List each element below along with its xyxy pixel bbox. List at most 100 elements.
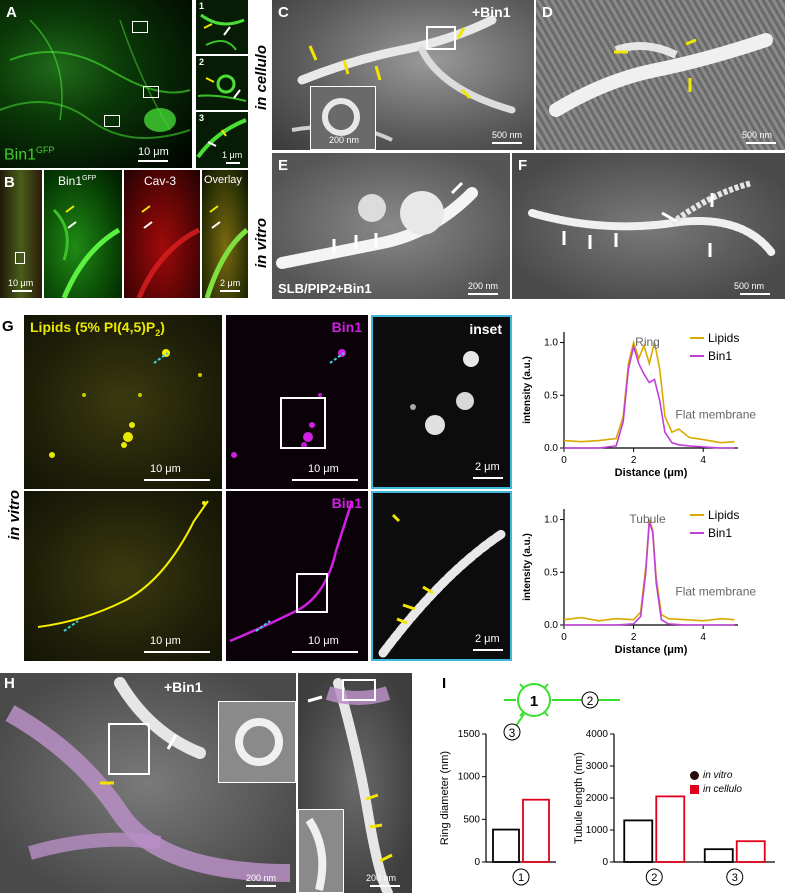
y-axis-label: intensity (a.u.) bbox=[522, 533, 533, 601]
legend-label: Bin1 bbox=[708, 349, 732, 363]
panel-g-bin1-top-scalebar-label: 10 μm bbox=[308, 463, 339, 475]
panel-b-ch3-title: Overlay bbox=[204, 174, 242, 186]
panel-b-right-scalebar bbox=[220, 290, 240, 292]
x-tick-label: 4 bbox=[700, 455, 706, 466]
panel-h-roi bbox=[108, 723, 150, 775]
y-tick-label: 2000 bbox=[586, 793, 609, 804]
legend-item-in-cellulo: in cellulo bbox=[690, 784, 742, 795]
panel-b-ch1-name: Bin1 bbox=[58, 174, 83, 188]
panel-e-caption: SLB/PIP2+Bin1 bbox=[278, 281, 372, 296]
panel-b-ch1-title: Bin1GFP bbox=[58, 174, 96, 188]
panel-g-lipids-bottom-scalebar-label: 10 μm bbox=[150, 635, 181, 647]
panel-g-inset-top-scalebar bbox=[473, 477, 503, 479]
panel-a-fluorescence bbox=[0, 19, 191, 139]
panel-f-em: F 500 nm bbox=[512, 153, 785, 299]
diagram-label-3: 3 bbox=[509, 726, 516, 740]
legend-swatch-in-vitro bbox=[690, 771, 699, 780]
panel-a-inset-number-1: 1 bbox=[199, 1, 205, 11]
panel-g-bin1-top: Bin1 10 μm bbox=[226, 315, 368, 489]
y-tick-label: 0.5 bbox=[544, 567, 558, 578]
x-axis-label: Distance (μm) bbox=[615, 644, 688, 656]
panel-i-legend: in vitro in cellulo bbox=[690, 770, 742, 795]
y-tick-label: 500 bbox=[463, 814, 480, 825]
panel-f-scalebar bbox=[740, 293, 770, 295]
panel-h-inset bbox=[218, 701, 296, 783]
series-line-bin1 bbox=[564, 521, 735, 626]
bar-in-cellulo-0 bbox=[522, 798, 550, 863]
panel-c-em: C +Bin1 200 nm 500 nm bbox=[272, 0, 534, 150]
bar-in-vitro-0 bbox=[623, 819, 654, 863]
x-tick-label: 2 bbox=[631, 455, 637, 466]
panel-g-lipids-title-close: ) bbox=[160, 319, 165, 335]
panel-g-inset-top: inset 2 μm bbox=[371, 315, 512, 489]
category-marker bbox=[645, 868, 663, 886]
series-line-lipids bbox=[563, 339, 735, 444]
panel-a-inset-scalebar-label: 1 μm bbox=[222, 150, 243, 160]
legend-label: Bin1 bbox=[708, 526, 732, 540]
panel-g-lipids-title: Lipids (5% PI(4,5)P2) bbox=[30, 319, 165, 338]
panel-g-inset-top-title: inset bbox=[469, 321, 502, 337]
panel-c-roi bbox=[426, 26, 456, 50]
category-label: 3 bbox=[732, 872, 738, 884]
panel-d-em: D 500 nm bbox=[536, 0, 785, 150]
y-tick-label: 0.5 bbox=[544, 390, 558, 401]
panel-a-channel-name: Bin1 bbox=[4, 146, 37, 164]
panel-c-scalebar bbox=[492, 142, 522, 144]
row-label-in-vitro-g: in vitro bbox=[6, 489, 23, 540]
x-tick-label: 0 bbox=[561, 632, 567, 643]
panel-g-bin1-bottom-scalebar-label: 10 μm bbox=[308, 635, 339, 647]
panel-a-scalebar-label: 10 μm bbox=[138, 146, 169, 158]
panel-c-scalebar-label: 500 nm bbox=[492, 130, 523, 140]
y-tick-label: 0 bbox=[474, 857, 480, 868]
panel-a-scalebar bbox=[138, 160, 168, 162]
panel-b-cav3-channel: Cav-3 bbox=[124, 170, 200, 298]
legend-swatch-in-cellulo bbox=[690, 785, 699, 794]
panel-h-left-scalebar bbox=[246, 885, 276, 887]
panel-g-bin1-top-scalebar bbox=[292, 479, 358, 481]
bar-in-cellulo-0 bbox=[655, 795, 686, 863]
panel-g-inset-bottom: 2 μm bbox=[371, 491, 512, 661]
panel-a-channel-sup: GFP bbox=[36, 145, 55, 155]
panel-b-overview: B 10 μm bbox=[0, 170, 42, 298]
diagram-label-2: 2 bbox=[587, 694, 594, 708]
chart-annotation: Flat membrane bbox=[675, 584, 756, 598]
y-tick-label: 1000 bbox=[586, 825, 609, 836]
panel-g-lipids-title-sub: 2 bbox=[155, 327, 161, 338]
diagram-label-1: 1 bbox=[530, 693, 538, 710]
panel-c-label: C bbox=[278, 4, 289, 21]
panel-c-tag: +Bin1 bbox=[472, 4, 511, 20]
row-label-in-vitro-top: in vitro bbox=[253, 217, 270, 268]
panel-g-lipids-top-scalebar bbox=[144, 479, 210, 481]
category-label: 2 bbox=[651, 872, 657, 884]
ring-profile-chart: 0.0 0.5 1.0 0 2 4 Distance (μm) intensity (a.u.… bbox=[522, 331, 756, 479]
panel-a-inset-scalebar bbox=[226, 162, 240, 164]
y-tick-label: 1.0 bbox=[544, 338, 558, 349]
y-tick-label: 0.0 bbox=[544, 620, 558, 631]
category-label: 1 bbox=[518, 872, 524, 884]
panel-b-ch2-title: Cav-3 bbox=[144, 174, 177, 188]
panel-g-inset-top-scalebar-label: 2 μm bbox=[475, 461, 500, 473]
panel-b-scalebar-label: 10 μm bbox=[8, 278, 34, 288]
panel-g-lipids-top: Lipids (5% PI(4,5)P2) 10 μm bbox=[24, 315, 222, 489]
tubule-length-chart: 0 1000 2000 3000 4000 Tubule length (nm) 2 3 bbox=[573, 729, 775, 886]
legend-item-in-vitro: in vitro bbox=[690, 770, 742, 781]
ring-tubule-diagram: 1 2 3 bbox=[503, 683, 620, 741]
panel-g-inset-bottom-scalebar bbox=[473, 649, 503, 651]
panel-c-inset-scalebar-label: 200 nm bbox=[329, 135, 360, 145]
panel-g-lipids-title-main: Lipids (5% PI(4,5)P bbox=[30, 319, 156, 335]
y-tick-label: 4000 bbox=[586, 729, 609, 740]
panel-g-bin1-bottom-scalebar bbox=[292, 651, 358, 653]
panel-a-inset-number-3: 3 bbox=[199, 113, 205, 123]
y-tick-label: 1500 bbox=[458, 729, 481, 740]
panel-b-ch1-sup: GFP bbox=[82, 175, 97, 182]
panel-e-scalebar bbox=[468, 293, 498, 295]
panel-h-right-scalebar-label: 200 nm bbox=[366, 873, 397, 883]
y-axis-label: intensity (a.u.) bbox=[522, 356, 533, 424]
panel-b-roi bbox=[15, 252, 25, 264]
chart-title: Tubule bbox=[629, 512, 666, 526]
panel-h-label: H bbox=[4, 675, 15, 692]
legend-label-in-vitro: in vitro bbox=[703, 770, 733, 781]
x-axis-label: Distance (μm) bbox=[615, 467, 688, 479]
panel-a-roi-2 bbox=[143, 86, 159, 98]
x-tick-label: 4 bbox=[700, 632, 706, 643]
